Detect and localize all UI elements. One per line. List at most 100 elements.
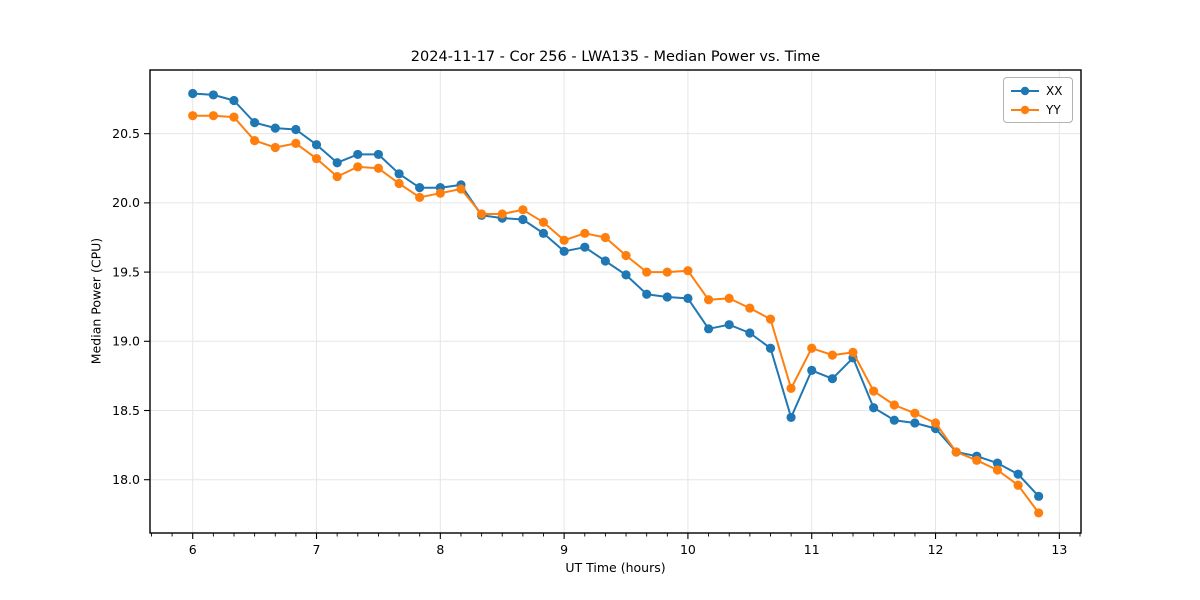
series-YY-marker xyxy=(497,209,507,219)
x-tick-label: 10 xyxy=(680,542,696,557)
series-XX-marker xyxy=(580,242,590,252)
x-tick-label: 9 xyxy=(560,542,568,557)
series-YY-marker xyxy=(889,400,899,410)
series-XX-marker xyxy=(745,328,755,338)
legend-item-yy: YY xyxy=(1011,100,1066,119)
y-tick-label: 19.0 xyxy=(112,334,140,349)
x-tick-label: 8 xyxy=(436,542,444,557)
y-tick-label: 19.5 xyxy=(112,264,140,279)
series-YY-marker xyxy=(827,350,838,360)
series-XX-marker xyxy=(724,320,734,330)
series-XX-marker xyxy=(291,124,301,135)
series-YY-marker xyxy=(476,209,487,219)
series-XX-marker xyxy=(373,149,384,160)
series-XX-marker xyxy=(353,149,363,160)
series-XX-marker xyxy=(600,256,610,266)
series-YY-marker xyxy=(869,386,879,396)
series-XX-marker xyxy=(807,365,817,375)
series-XX-marker xyxy=(662,292,672,302)
series-YY-marker xyxy=(910,408,920,418)
y-tick-label: 18.0 xyxy=(112,472,140,487)
series-XX-marker xyxy=(1013,469,1023,479)
series-XX-marker xyxy=(621,270,631,280)
legend-item-xx: XX xyxy=(1011,81,1066,100)
y-axis-label: Median Power (CPU) xyxy=(88,237,104,365)
series-XX-marker xyxy=(992,458,1003,468)
series-YY-marker xyxy=(662,267,672,277)
series-XX-marker xyxy=(889,415,899,425)
series-YY-marker xyxy=(621,250,631,261)
legend-swatch-yy-icon xyxy=(1011,105,1039,114)
series-XX-marker xyxy=(1034,491,1044,501)
series-XX-marker xyxy=(311,140,322,150)
series-XX-marker xyxy=(394,169,404,179)
series-YY-marker xyxy=(311,153,322,164)
y-tick-label: 20.5 xyxy=(112,126,140,141)
series-YY-marker xyxy=(786,383,796,393)
series-YY-marker xyxy=(745,303,755,313)
y-tick-label: 20.0 xyxy=(112,195,140,210)
x-tick-label: 12 xyxy=(928,542,944,557)
series-YY-marker xyxy=(394,178,404,189)
chart-title: 2024-11-17 - Cor 256 - LWA135 - Median P… xyxy=(410,49,821,65)
series-YY-marker xyxy=(1034,508,1044,518)
series-YY-marker xyxy=(415,192,425,202)
series-YY-marker xyxy=(683,266,693,276)
series-XX-line xyxy=(191,92,1040,498)
series-YY-marker xyxy=(291,138,301,148)
x-axis-label: UT Time (hours) xyxy=(565,560,666,575)
series-YY-marker xyxy=(435,188,445,198)
series-XX-marker xyxy=(704,324,714,334)
series-XX-marker xyxy=(538,228,549,238)
series-XX-marker xyxy=(827,374,838,384)
x-tick-label: 13 xyxy=(1051,542,1067,557)
series-YY-marker xyxy=(208,111,218,121)
series-XX-marker xyxy=(642,289,652,299)
series-XX-marker xyxy=(869,403,879,413)
series-YY-marker xyxy=(600,232,610,243)
series-XX-marker xyxy=(332,158,342,168)
series-XX-marker xyxy=(270,123,280,133)
series-YY-marker xyxy=(724,293,734,303)
x-tick-label: 6 xyxy=(189,542,197,557)
series-XX-marker xyxy=(415,183,425,193)
series-YY-marker xyxy=(972,455,982,465)
series-YY-marker xyxy=(250,135,260,146)
series-YY-line xyxy=(191,114,1040,514)
series-YY-marker xyxy=(229,112,239,122)
series-YY-marker xyxy=(270,142,280,153)
series-YY-marker xyxy=(704,295,714,305)
series-YY-marker xyxy=(353,162,363,172)
series-YY-marker xyxy=(951,447,961,457)
series-YY-marker xyxy=(642,267,652,277)
series-YY-marker xyxy=(930,418,941,428)
axes-frame xyxy=(149,69,1082,534)
legend-label-xx: XX xyxy=(1046,83,1063,98)
legend-swatch-xx-icon xyxy=(1011,86,1039,95)
x-tick-label: 11 xyxy=(804,542,820,557)
series-YY-marker xyxy=(456,184,466,194)
y-tick-label: 18.5 xyxy=(112,403,140,418)
series-YY-marker xyxy=(373,163,384,173)
series-XX-marker xyxy=(786,412,796,423)
series-YY-marker xyxy=(559,235,569,245)
series-YY-marker xyxy=(332,171,342,182)
series-YY-marker xyxy=(1013,480,1023,490)
series-YY-marker xyxy=(848,347,858,357)
series-XX-marker xyxy=(559,246,569,256)
series-XX-marker xyxy=(188,88,198,99)
series-YY-marker xyxy=(765,314,776,324)
series-XX-marker xyxy=(229,95,239,106)
series-XX-marker xyxy=(518,214,528,225)
series-YY-marker xyxy=(992,465,1003,475)
series-XX-marker xyxy=(765,343,776,353)
series-XX-marker xyxy=(683,293,693,303)
series-YY-marker xyxy=(580,228,590,238)
legend: XX YY xyxy=(1003,77,1073,123)
series-XX-marker xyxy=(250,117,260,128)
series-YY-marker xyxy=(188,111,198,121)
series-XX-marker xyxy=(910,418,920,428)
series-XX-marker xyxy=(208,90,218,100)
